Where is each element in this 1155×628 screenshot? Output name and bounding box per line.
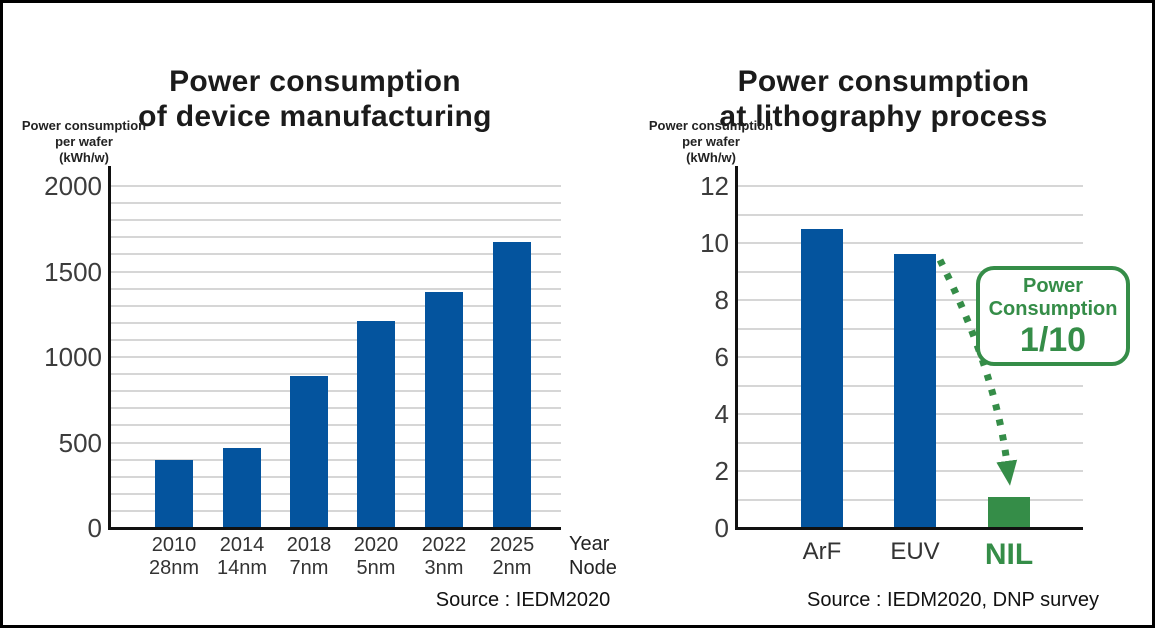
y-axis-label-line: Power consumption <box>21 118 147 133</box>
x-tick-year: 2014 <box>219 534 265 556</box>
y-tick-label: 6 <box>714 342 729 372</box>
y-tick-label: 0 <box>714 513 729 543</box>
chart-title-device: Power consumption of device manufacturing <box>60 64 570 134</box>
x-tick-node: 5nm <box>356 557 396 579</box>
plot-area-lithography: 0 2 4 6 8 10 12 ArF EUV NIL <box>3 3 1152 571</box>
y-axis-label-line: per wafer <box>55 134 113 149</box>
y-axis-label-lithography: Power consumption per wafer (kWh/w) <box>635 118 787 166</box>
gridline <box>111 441 561 444</box>
chart-title-line2: of device manufacturing <box>138 99 492 133</box>
x-tick-node: 7nm <box>289 557 329 579</box>
chart-title-line1: Power consumption <box>169 64 461 98</box>
y-tick-label: 4 <box>714 399 729 429</box>
x-axis-caption: Year Node <box>569 532 617 580</box>
gridline <box>111 509 561 512</box>
gridline <box>111 287 561 290</box>
x-tick-label: 2020 5nm <box>331 534 421 580</box>
y-axis-line <box>108 166 111 530</box>
x-axis-line <box>735 527 1083 530</box>
x-axis-caption-year: Year <box>569 533 610 555</box>
gridline <box>111 338 561 341</box>
x-tick-node: 2nm <box>492 557 532 579</box>
power-consumption-callout: Power Consumption 1/10 <box>976 266 1130 366</box>
gridline <box>111 458 561 461</box>
x-tick-year: 2022 <box>421 534 467 556</box>
x-axis-caption-node: Node <box>569 557 617 579</box>
gridline <box>111 424 561 427</box>
y-axis-label-line: Power consumption <box>648 118 774 133</box>
x-tick-label: 2014 14nm <box>197 534 287 580</box>
bar-2014 <box>223 447 261 528</box>
chart-lithography: Power consumption at lithography process … <box>3 3 1152 625</box>
gridline <box>111 270 561 273</box>
y-tick-label: 10 <box>700 228 729 258</box>
gridline <box>111 475 561 478</box>
gridline <box>111 236 561 239</box>
x-tick-node: 3nm <box>424 557 464 579</box>
y-tick-label: 1000 <box>44 342 102 372</box>
gridline <box>111 202 561 205</box>
gridline <box>111 492 561 495</box>
x-tick-label-arf: ArF <box>802 538 842 565</box>
chart-title-line1: Power consumption <box>737 64 1030 98</box>
gridline <box>111 185 561 187</box>
bar-2018 <box>290 375 328 528</box>
y-tick-label: 500 <box>58 427 102 458</box>
callout-line1: Power <box>1022 274 1084 297</box>
bar-euv <box>894 254 936 528</box>
x-tick-label: 2022 3nm <box>399 534 489 580</box>
y-axis-line <box>735 166 738 530</box>
bar-arf <box>801 228 843 528</box>
y-axis-label-device: Power consumption per wafer (kWh/w) <box>8 118 160 166</box>
x-axis-line <box>108 527 561 530</box>
x-tick-label: 2018 7nm <box>264 534 354 580</box>
y-tick-label: 2000 <box>44 171 102 201</box>
x-tick-year: 2018 <box>286 534 332 556</box>
gridline <box>111 321 561 324</box>
y-axis-label-line: (kWh/w) <box>686 150 736 165</box>
x-tick-label: 2010 28nm <box>129 534 219 580</box>
x-tick-label-euv: EUV <box>890 538 940 565</box>
source-lithography: Source : IEDM2020, DNP survey <box>807 589 1099 611</box>
gridline <box>111 356 561 358</box>
x-tick-year: 2025 <box>489 534 535 556</box>
callout-line2: Consumption <box>988 297 1118 320</box>
bar-2020 <box>357 321 395 528</box>
gridline <box>738 242 1083 244</box>
callout-ratio: 1/10 <box>1019 320 1087 359</box>
y-tick-label: 12 <box>700 171 729 201</box>
bar-2022 <box>425 292 463 528</box>
y-tick-label: 1500 <box>44 256 102 287</box>
chart-title-line2: at lithography process <box>719 99 1048 133</box>
x-tick-year: 2020 <box>353 534 399 556</box>
gridline <box>111 373 561 376</box>
y-axis-label-line: per wafer <box>682 134 740 149</box>
x-tick-label-nil: NIL <box>984 538 1034 571</box>
y-tick-label: 8 <box>714 285 729 315</box>
chart-title-lithography: Power consumption at lithography process <box>651 64 1116 134</box>
x-tick-node: 28nm <box>148 557 200 579</box>
x-tick-label: 2025 2nm <box>467 534 557 580</box>
x-tick-year: 2010 <box>151 534 197 556</box>
gridline <box>111 390 561 393</box>
gridline <box>111 407 561 410</box>
bar-2025 <box>493 242 531 528</box>
y-tick-label: 2 <box>714 456 729 486</box>
bar-2010 <box>155 459 193 528</box>
gridline <box>738 185 1083 187</box>
source-device: Source : IEDM2020 <box>435 589 611 611</box>
y-tick-label: 0 <box>87 513 102 543</box>
gridline <box>738 213 1083 216</box>
chart-device-manufacturing: Power consumption of device manufacturing… <box>3 3 1152 625</box>
x-tick-node: 14nm <box>216 557 268 579</box>
y-axis-label-line: (kWh/w) <box>59 150 109 165</box>
gridline <box>111 253 561 256</box>
bar-nil <box>988 496 1030 528</box>
gridline <box>111 219 561 222</box>
gridline <box>111 304 561 307</box>
